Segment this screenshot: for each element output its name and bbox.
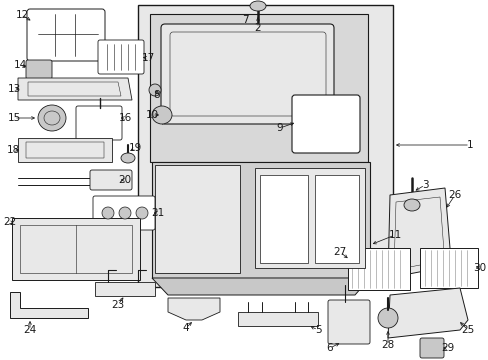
Ellipse shape xyxy=(136,207,148,219)
FancyBboxPatch shape xyxy=(98,40,143,74)
Bar xyxy=(419,248,477,288)
Ellipse shape xyxy=(119,207,131,219)
Ellipse shape xyxy=(38,105,66,131)
Ellipse shape xyxy=(149,84,161,96)
Bar xyxy=(138,5,392,287)
Text: 1: 1 xyxy=(466,140,472,150)
Ellipse shape xyxy=(377,308,397,328)
Bar xyxy=(20,225,132,273)
Bar xyxy=(12,218,140,280)
Text: 21: 21 xyxy=(151,208,164,218)
Text: 18: 18 xyxy=(6,145,20,155)
Text: 13: 13 xyxy=(7,84,20,94)
Bar xyxy=(254,168,364,268)
Text: 4: 4 xyxy=(183,323,189,333)
FancyBboxPatch shape xyxy=(26,60,52,79)
Polygon shape xyxy=(238,312,317,326)
Bar xyxy=(155,165,240,273)
Polygon shape xyxy=(10,292,88,318)
Polygon shape xyxy=(18,78,132,100)
FancyBboxPatch shape xyxy=(93,196,155,230)
Text: 28: 28 xyxy=(381,340,394,350)
Text: 24: 24 xyxy=(23,325,37,335)
Ellipse shape xyxy=(121,153,135,163)
Polygon shape xyxy=(18,138,112,162)
FancyBboxPatch shape xyxy=(327,300,369,344)
FancyBboxPatch shape xyxy=(76,106,122,140)
Text: 10: 10 xyxy=(145,110,158,120)
Text: 30: 30 xyxy=(472,263,486,273)
Text: 11: 11 xyxy=(387,230,401,240)
Bar xyxy=(152,162,369,278)
Text: 8: 8 xyxy=(153,90,160,100)
Bar xyxy=(314,175,358,263)
Ellipse shape xyxy=(102,207,114,219)
Text: 27: 27 xyxy=(333,247,346,257)
FancyBboxPatch shape xyxy=(27,9,105,61)
Ellipse shape xyxy=(152,106,172,124)
Text: 29: 29 xyxy=(441,343,454,353)
Bar xyxy=(260,175,307,263)
FancyBboxPatch shape xyxy=(161,24,333,124)
Text: 2: 2 xyxy=(254,23,261,33)
Text: 9: 9 xyxy=(276,123,283,133)
Text: 22: 22 xyxy=(3,217,17,227)
FancyBboxPatch shape xyxy=(419,338,443,358)
FancyBboxPatch shape xyxy=(291,95,359,153)
Polygon shape xyxy=(387,288,467,338)
Ellipse shape xyxy=(403,199,419,211)
Text: 6: 6 xyxy=(326,343,333,353)
Text: 7: 7 xyxy=(241,15,248,25)
Text: 19: 19 xyxy=(128,143,142,153)
Text: 3: 3 xyxy=(421,180,427,190)
Text: 12: 12 xyxy=(15,10,29,20)
FancyBboxPatch shape xyxy=(90,170,132,190)
Ellipse shape xyxy=(249,1,265,11)
Text: 16: 16 xyxy=(118,113,131,123)
Polygon shape xyxy=(152,278,369,295)
Text: 15: 15 xyxy=(7,113,20,123)
Polygon shape xyxy=(168,298,220,320)
Bar xyxy=(150,14,367,162)
Text: 5: 5 xyxy=(314,325,321,335)
Text: 25: 25 xyxy=(461,325,474,335)
Text: 17: 17 xyxy=(141,53,154,63)
Text: 14: 14 xyxy=(13,60,26,70)
Bar xyxy=(347,248,409,290)
Polygon shape xyxy=(387,188,449,278)
Text: 26: 26 xyxy=(447,190,461,200)
Text: 23: 23 xyxy=(111,300,124,310)
Polygon shape xyxy=(95,282,155,296)
Text: 20: 20 xyxy=(118,175,131,185)
